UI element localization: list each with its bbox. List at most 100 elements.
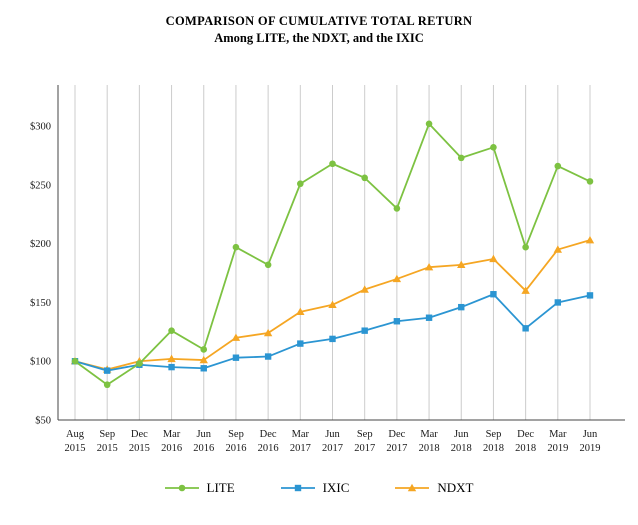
ixic-data-marker — [522, 325, 529, 332]
ixic-legend-marker — [294, 484, 301, 492]
x-tick-label-year: 2016 — [193, 443, 214, 454]
lite-data-marker — [329, 160, 336, 168]
lite-data-marker — [200, 346, 208, 353]
ndxt-line-triangle-marker-icon — [395, 483, 430, 492]
legend-item-ixic: IXIC — [280, 480, 350, 496]
ixic-data-marker — [458, 303, 465, 311]
ixic-data-marker — [168, 363, 175, 371]
ixic-data-marker — [103, 367, 111, 374]
ndxt-legend-marker — [408, 483, 417, 492]
x-tick-label-year: 2016 — [258, 443, 279, 454]
ndxt-data-marker — [392, 274, 402, 283]
x-tick-label-year: 2018 — [451, 443, 472, 454]
x-tick-label-month: Jun — [325, 429, 340, 440]
ndxt-data-marker — [553, 245, 563, 253]
x-tick-label-year: 2019 — [580, 443, 601, 454]
chart-subtitle: Among LITE, the NDXT, and the IXIC — [214, 31, 424, 45]
x-tick-label-month: Dec — [388, 429, 405, 440]
lite-data-marker — [586, 178, 594, 185]
x-tick-label-month: Sep — [99, 429, 115, 440]
lite-legend-marker — [178, 484, 185, 492]
x-tick-label-month: Mar — [163, 429, 181, 440]
ndxt-data-marker — [521, 286, 530, 294]
lite-data-marker — [457, 154, 465, 162]
x-tick-label-year: 2015 — [129, 443, 150, 454]
lite-data-marker — [136, 360, 143, 367]
ixic-data-marker — [586, 292, 594, 299]
x-tick-label-month: Jun — [196, 429, 211, 440]
lite-data-marker — [361, 174, 368, 182]
legend: LITE IXIC NDXT — [0, 480, 638, 496]
ixic-data-marker — [264, 353, 272, 360]
ixic-data-marker — [329, 335, 336, 343]
x-tick-label-month: Dec — [260, 429, 277, 440]
lite-data-marker — [71, 357, 79, 365]
ndxt-data-marker — [585, 235, 595, 244]
lite-data-marker — [393, 205, 401, 212]
legend-label-lite: LITE — [206, 480, 235, 495]
legend-item-ndxt: NDXT — [395, 480, 473, 496]
x-tick-label-year: 2017 — [290, 443, 311, 454]
ixic-data-marker — [232, 354, 240, 361]
lite-data-marker — [522, 243, 529, 251]
ndxt-data-marker — [489, 254, 498, 263]
x-tick-label-month: Dec — [517, 429, 534, 440]
x-tick-label-month: Jun — [583, 429, 598, 440]
x-tick-label-year: 2016 — [225, 443, 246, 454]
x-tick-label-month: Dec — [131, 429, 148, 440]
x-tick-label-month: Sep — [228, 429, 244, 440]
ixic-data-marker — [554, 299, 562, 306]
x-tick-label-year: 2016 — [161, 443, 182, 454]
ndxt-data-marker — [263, 328, 273, 337]
x-tick-label-month: Jun — [454, 429, 469, 440]
x-tick-label-year: 2019 — [547, 443, 568, 454]
ndxt-data-marker — [167, 354, 176, 363]
ixic-data-marker — [361, 327, 368, 334]
ndxt-data-marker — [199, 355, 208, 364]
ixic-data-marker — [425, 314, 433, 321]
ixic-data-marker — [297, 340, 304, 347]
x-tick-label-month: Mar — [420, 429, 438, 440]
x-tick-label-year: 2018 — [483, 443, 504, 454]
title-block: COMPARISON OF CUMULATIVE TOTAL RETURN Am… — [0, 0, 638, 46]
lite-line-circle-marker-icon — [164, 484, 199, 492]
lite-data-marker — [297, 180, 304, 188]
x-tick-label-month: Sep — [357, 429, 373, 440]
lite-data-marker — [425, 120, 433, 128]
ndxt-data-marker — [360, 285, 369, 293]
ndxt-data-marker — [328, 300, 337, 309]
lite-data-marker — [103, 381, 111, 389]
legend-label-ixic: IXIC — [322, 480, 350, 495]
lite-data-marker — [232, 243, 240, 251]
ndxt-data-marker — [296, 307, 305, 316]
y-tick-label: $150 — [30, 298, 51, 309]
x-tick-label-year: 2018 — [419, 443, 440, 454]
x-tick-label-month: Mar — [292, 429, 310, 440]
ndxt-data-marker — [231, 333, 241, 341]
lite-data-marker — [490, 143, 497, 151]
legend-item-lite: LITE — [164, 480, 235, 496]
ixic-data-marker — [490, 291, 497, 298]
x-tick-label-year: 2017 — [322, 443, 343, 454]
x-tick-label-year: 2015 — [65, 443, 86, 454]
lite-data-marker — [554, 162, 562, 170]
x-tick-label-month: Mar — [549, 429, 567, 440]
ixic-data-marker — [393, 318, 401, 325]
ndxt-data-marker — [424, 262, 434, 271]
y-tick-label: $100 — [30, 357, 51, 368]
x-tick-label-year: 2018 — [515, 443, 536, 454]
ixic-data-marker — [200, 365, 207, 372]
x-tick-label-year: 2017 — [354, 443, 375, 454]
ndxt-data-marker — [457, 260, 466, 269]
ixic-line-square-marker-icon — [280, 484, 315, 492]
y-tick-label: $300 — [30, 122, 51, 133]
legend-label-ndxt: NDXT — [437, 480, 474, 495]
lite-data-marker — [168, 327, 175, 334]
y-tick-label: $50 — [35, 416, 51, 427]
chart-title: COMPARISON OF CUMULATIVE TOTAL RETURN — [165, 14, 473, 28]
x-tick-label-year: 2015 — [97, 443, 118, 454]
x-tick-label-year: 2017 — [386, 443, 407, 454]
x-tick-label-month: Aug — [66, 429, 85, 440]
line-chart-plot-area: $50 $100 $150 $200 $250 $300 Aug 2015 Sep 2015 Dec… — [30, 85, 625, 454]
